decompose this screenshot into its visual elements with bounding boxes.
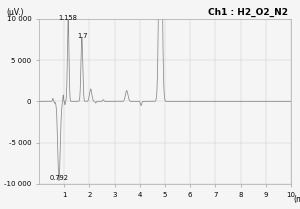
Text: 1.7: 1.7	[77, 33, 88, 39]
Text: 0.792: 0.792	[50, 175, 68, 181]
Text: (μV.): (μV.)	[6, 8, 24, 17]
Text: 1.158: 1.158	[59, 15, 78, 21]
Text: Ch1 : H2_O2_N2: Ch1 : H2_O2_N2	[208, 8, 289, 17]
Text: (min.): (min.)	[293, 195, 300, 204]
